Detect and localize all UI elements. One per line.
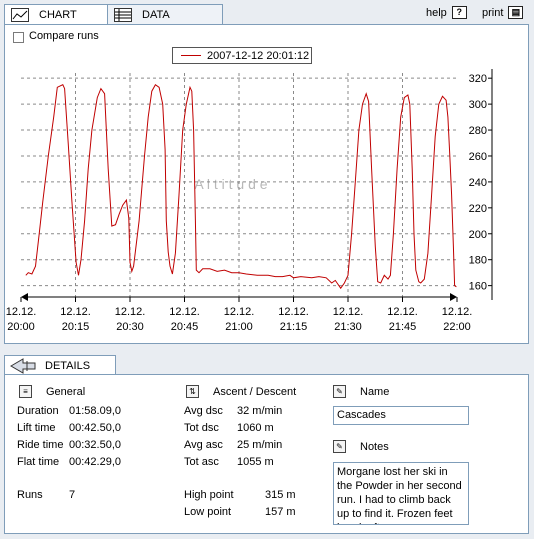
help-label: help	[426, 6, 447, 19]
tab-details[interactable]: DETAILS	[4, 355, 116, 375]
legend-series-label: 2007-12-12 20:01:12	[207, 49, 310, 62]
tab-data[interactable]: DATA	[107, 4, 223, 25]
y-tick-label: 260	[469, 151, 487, 163]
lift-time-value: 00:42.50,0	[69, 422, 121, 434]
name-header: ✎ Name	[333, 385, 389, 398]
altitude-series-line	[25, 83, 457, 290]
x-tick-date-label: 12.12.	[6, 306, 37, 318]
help-icon: ?	[451, 6, 467, 19]
avg-dsc-value: 32 m/min	[237, 405, 283, 417]
avg-asc-label: Avg asc	[184, 439, 223, 451]
tab-data-label: DATA	[142, 8, 170, 21]
name-input[interactable]: Cascades	[333, 406, 469, 425]
help-link[interactable]: help ?	[426, 6, 467, 19]
chart-icon	[11, 7, 29, 22]
runs-value: 7	[69, 489, 76, 501]
y-tick-label: 300	[469, 99, 487, 111]
x-tick-date-label: 12.12.	[60, 306, 91, 318]
y-tick-label: 320	[469, 73, 487, 85]
ascent-descent-icon: ⇅	[186, 385, 199, 398]
avg-dsc-label: Avg dsc	[184, 405, 223, 417]
tab-chart-label: CHART	[39, 8, 77, 21]
y-tick-label: 280	[469, 125, 487, 137]
x-tick-date-label: 12.12.	[169, 306, 200, 318]
chart-watermark: A l t i t u d e	[194, 176, 267, 192]
y-tick-label: 200	[469, 229, 487, 241]
x-tick-time-label: 22:00	[443, 321, 471, 333]
tot-dsc-value: 1060 m	[237, 422, 274, 434]
low-point-label: Low point	[184, 506, 232, 518]
y-tick-label: 220	[469, 203, 487, 215]
legend-swatch	[181, 55, 201, 56]
x-tick-date-label: 12.12.	[224, 306, 255, 318]
x-axis-left-arrow[interactable]	[21, 293, 28, 301]
x-tick-time-label: 21:30	[334, 321, 362, 333]
altitude-chart: A l t i t u d e 160 180 200 220 240 260 280 300…	[6, 69, 493, 333]
x-tick-date-label: 12.12.	[442, 306, 473, 318]
data-table-icon	[114, 7, 132, 22]
general-title: General	[46, 385, 86, 398]
runs-label: Runs	[17, 489, 43, 501]
x-tick-time-label: 20:45	[171, 321, 199, 333]
flat-time-label: Flat time	[17, 456, 60, 468]
flat-time-value: 00:42.29,0	[69, 456, 121, 468]
details-panel: ≡ General Duration 01:58.09,0 Lift time …	[4, 374, 529, 534]
x-tick-time-label: 21:15	[280, 321, 308, 333]
x-tick-date-label: 12.12.	[387, 306, 418, 318]
duration-label: Duration	[17, 405, 59, 417]
y-tick-label: 160	[469, 281, 487, 293]
tot-asc-value: 1055 m	[237, 456, 274, 468]
x-tick-time-label: 21:00	[225, 321, 253, 333]
lift-time-label: Lift time	[17, 422, 56, 434]
name-edit-icon: ✎	[333, 385, 346, 398]
compare-runs-checkbox[interactable]	[13, 32, 24, 43]
chart-legend: 2007-12-12 20:01:12	[172, 47, 312, 64]
notes-title: Notes	[360, 440, 389, 453]
low-point-value: 157 m	[265, 506, 296, 518]
notes-textarea-value: Morgane lost her ski in the Powder in he…	[337, 466, 462, 524]
x-axis-right-arrow[interactable]	[450, 293, 457, 301]
tot-dsc-label: Tot dsc	[184, 422, 219, 434]
ride-time-label: Ride time	[17, 439, 64, 451]
tab-chart[interactable]: CHART	[4, 4, 108, 25]
high-point-label: High point	[184, 489, 234, 501]
y-tick-label: 180	[469, 255, 487, 267]
general-header: ≡ General	[19, 385, 85, 398]
details-tab-label: DETAILS	[45, 359, 91, 372]
name-input-value: Cascades	[337, 409, 386, 421]
ride-time-value: 00:32.50,0	[69, 439, 121, 451]
x-tick-date-label: 12.12.	[278, 306, 309, 318]
x-tick-date-label: 12.12.	[115, 306, 146, 318]
ascent-descent-header: ⇅ Ascent / Descent	[186, 385, 296, 398]
x-tick-time-label: 20:00	[7, 321, 35, 333]
chart-panel: Compare runs 2007-12-12 20:01:12 A l t i…	[4, 24, 529, 344]
x-tick-time-label: 20:30	[116, 321, 144, 333]
notes-header: ✎ Notes	[333, 440, 389, 453]
printer-icon: ▤	[508, 6, 524, 19]
print-label: print	[482, 6, 504, 19]
general-icon: ≡	[19, 385, 32, 398]
details-arrow-icon	[10, 357, 36, 374]
y-tick-label: 240	[469, 177, 487, 189]
notes-edit-icon: ✎	[333, 440, 346, 453]
high-point-value: 315 m	[265, 489, 296, 501]
avg-asc-value: 25 m/min	[237, 439, 283, 451]
tot-asc-label: Tot asc	[184, 456, 219, 468]
compare-runs-label: Compare runs	[29, 30, 99, 42]
print-link[interactable]: print ▤	[482, 6, 524, 19]
x-tick-time-label: 20:15	[62, 321, 90, 333]
notes-textarea[interactable]: Morgane lost her ski in the Powder in he…	[333, 462, 469, 525]
name-title: Name	[360, 385, 390, 398]
x-tick-time-label: 21:45	[389, 321, 417, 333]
x-tick-date-label: 12.12.	[333, 306, 364, 318]
duration-value: 01:58.09,0	[69, 405, 121, 417]
ascent-descent-title: Ascent / Descent	[213, 385, 297, 398]
